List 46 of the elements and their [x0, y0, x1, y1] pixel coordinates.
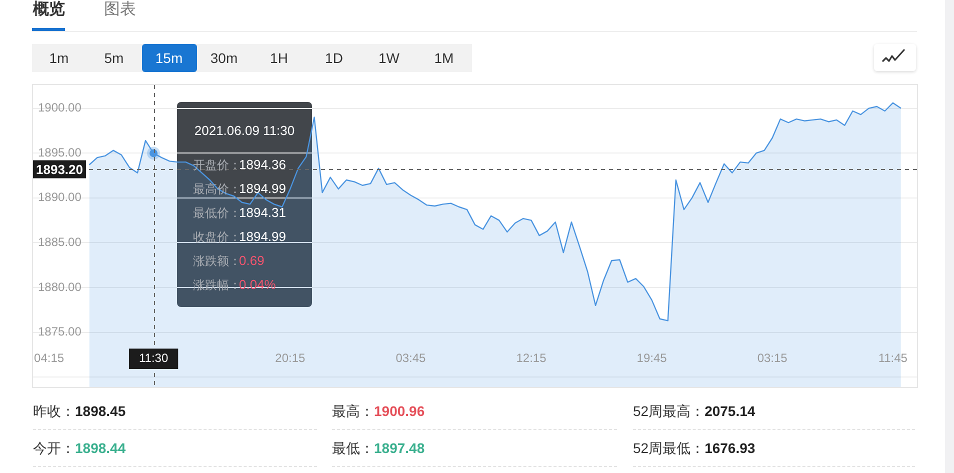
y-tick-label: 1900.00 [38, 100, 82, 115]
text: 图表 [104, 1, 136, 19]
text: 今开： [33, 440, 75, 456]
annotation: 1894.31 [239, 204, 286, 222]
text: 30m [209, 49, 239, 68]
text: 5m [103, 49, 125, 68]
text: 52周最低： [633, 440, 705, 456]
x-tick-label: 11:45 [878, 351, 908, 366]
ref-line-label: 1893.20 [36, 162, 83, 177]
text: 1H [269, 49, 289, 68]
text: 昨收： [33, 403, 75, 419]
text: 最高： [332, 403, 374, 419]
y-tick-label: 1895.00 [38, 145, 82, 160]
text: 1897.48 [374, 440, 425, 456]
text: 2075.14 [704, 403, 756, 419]
text: 52周最高： [633, 403, 705, 419]
text: 1M [433, 49, 455, 68]
text: 最低： [332, 440, 374, 456]
x-tick-label: 03:15 [757, 351, 788, 366]
text: 1676.93 [704, 440, 756, 456]
annotation: 最低价： [193, 205, 241, 222]
annotation: 0.69 [239, 252, 264, 270]
y-tick-label: 1885.00 [38, 235, 82, 250]
annotation: 涨跌额： [193, 253, 241, 270]
x-tick-label: 12:15 [516, 351, 547, 366]
text: 概览 [33, 1, 65, 19]
annotation: 2021.06.09 11:30 [193, 122, 296, 140]
y-tick-label: 1890.00 [38, 190, 82, 204]
text: 1898.44 [75, 440, 126, 456]
annotation: 1894.36 [239, 156, 286, 174]
text: 1D [324, 49, 344, 68]
text: 1W [378, 49, 400, 68]
text: 1900.96 [374, 403, 425, 419]
annotation: 开盘价： [193, 157, 241, 174]
y-tick-label: 1875.00 [38, 324, 82, 339]
x-tick-label: 03:45 [396, 351, 426, 366]
x-tick-label: 19:45 [636, 351, 668, 366]
annotation: 1894.99 [239, 228, 286, 246]
x-tick-label: 20:15 [275, 351, 306, 366]
text: 1898.45 [75, 403, 126, 419]
text: 1m [48, 49, 70, 68]
x-tick-label: 04:15 [34, 351, 64, 366]
x-tick-label: 11:30 [138, 351, 168, 366]
y-tick-label: 1880.00 [38, 280, 82, 294]
annotation: 1894.99 [239, 180, 286, 198]
annotation: 收盘价： [193, 229, 241, 246]
